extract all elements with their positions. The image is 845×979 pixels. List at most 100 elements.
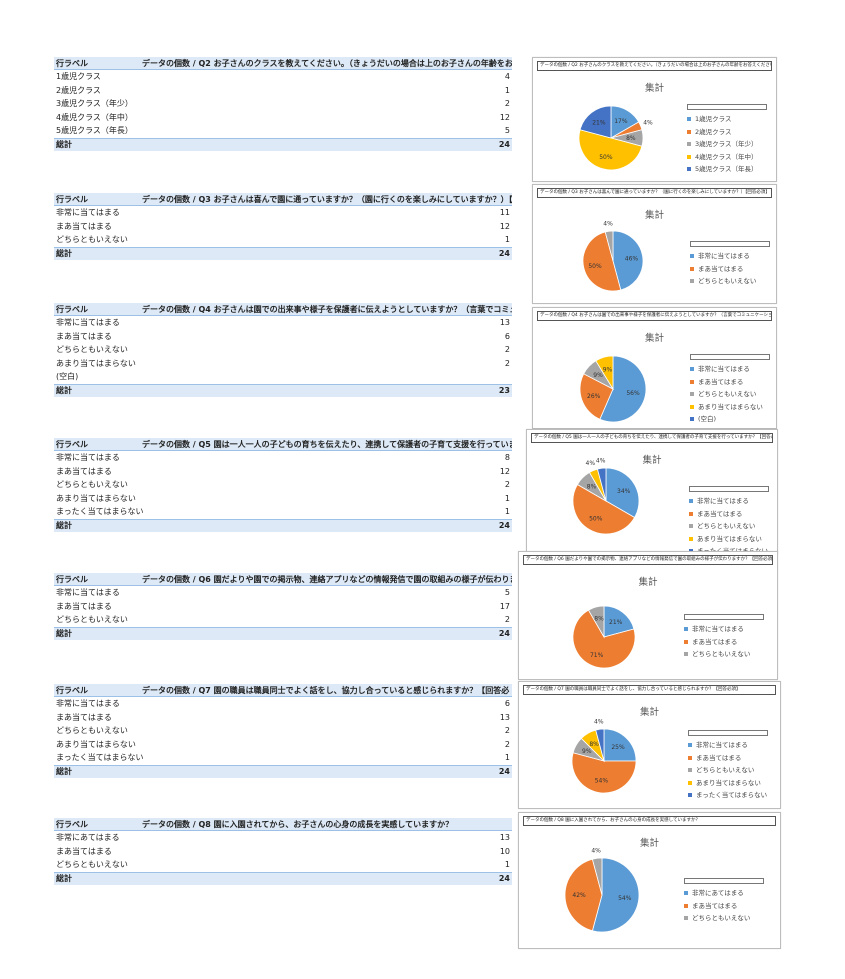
pie-slice[interactable] [591,857,603,896]
row-label-header[interactable]: 行ラベル [56,686,88,695]
legend-item[interactable]: まあ当てはまる [689,508,769,521]
legend-item[interactable]: 1歳児クラス [687,113,767,126]
table-row[interactable]: どちらともいえない 2 [54,478,512,492]
legend-item[interactable]: まあ当てはまる [690,376,770,389]
legend-item[interactable]: どちらともいえない [690,388,770,401]
table-row[interactable]: 非常にあてはまる 13 [54,831,512,845]
grand-total-row[interactable]: 総計 24 [54,246,512,260]
row-label-header[interactable]: 行ラベル [56,59,88,68]
count-column-header[interactable]: データの個数 / Q8 園に入園されてから、お子さんの心身の成長を実感しています… [142,820,454,829]
legend-item[interactable]: 3歳児クラス（年少） [687,138,767,151]
table-row[interactable]: 非常に当てはまる 11 [54,206,512,220]
pie-slice[interactable] [564,858,603,932]
pie-slice[interactable] [591,857,640,933]
count-column-header[interactable]: データの個数 / Q2 お子さんのクラスを教えてください。（きょうだいの場合は上… [142,59,512,68]
table-row[interactable]: まあ当てはまる 6 [54,330,512,344]
table-row[interactable]: まったく当てはまらない 1 [54,751,512,765]
pie-slice[interactable] [599,355,647,423]
legend-item[interactable]: 非常に当てはまる [690,250,770,263]
legend-item[interactable]: あまり当てはまらない [690,401,770,414]
pie-slice[interactable] [587,605,605,639]
grand-total-row[interactable]: 総計 23 [54,383,512,397]
table-row[interactable]: あまり当てはまらない 2 [54,357,512,371]
table-row[interactable]: 4歳児クラス（年中） 12 [54,111,512,125]
legend-item[interactable]: どちらともいえない [689,520,769,533]
table-row[interactable]: 非常に当てはまる 13 [54,316,512,330]
legend-item[interactable]: 5歳児クラス（年長） [687,163,767,176]
table-row[interactable]: 3歳児クラス（年少） 2 [54,97,512,111]
pie-slice[interactable] [582,231,622,292]
count-column-header[interactable]: データの個数 / Q5 園は一人一人の子どもの育ちを伝えたり、連携して保護者の子… [142,440,512,449]
legend-item[interactable]: まあ当てはまる [684,636,764,649]
pie-slice[interactable] [595,355,614,391]
legend-item[interactable]: どちらともいえない [690,275,770,288]
pie-chart[interactable]: データの個数 / Q5 園は一人一人の子どもの育ちを伝えたり、連携して保護者の子… [526,429,778,554]
table-row[interactable]: (空白) [54,370,512,384]
pie-chart[interactable]: データの個数 / Q6 園だよりや園での掲示物、連絡アプリなどの情報発信で園の取… [518,551,778,680]
legend-item[interactable]: どちらともいえない [688,764,768,777]
pie-slice[interactable] [604,230,614,262]
table-row[interactable]: どちらともいえない 2 [54,613,512,627]
count-column-header[interactable]: データの個数 / Q7 園の職員は職員同士でよく話をし、協力し合っていると感じら… [142,686,510,695]
count-column-header[interactable]: データの個数 / Q3 お子さんは喜んで園に通っていますか？（園に行くのを楽しみ… [142,195,512,204]
legend-item[interactable]: まあ当てはまる [688,752,768,765]
legend-item[interactable]: 4歳児クラス（年中） [687,151,767,164]
table-row[interactable]: どちらともいえない 1 [54,858,512,872]
legend-item[interactable]: 非常に当てはまる [684,623,764,636]
legend-item[interactable]: どちらともいえない [684,648,764,661]
legend-item[interactable]: (空白) [690,413,770,426]
legend-item[interactable]: まったく当てはまらない [688,789,768,802]
legend-item[interactable]: 非常に当てはまる [688,739,768,752]
pie-slice[interactable] [595,728,605,762]
row-label-header[interactable]: 行ラベル [56,575,88,584]
table-row[interactable]: まあ当てはまる 12 [54,465,512,479]
table-row[interactable]: あまり当てはまらない 2 [54,738,512,752]
table-row[interactable]: 2歳児クラス 1 [54,84,512,98]
row-label-header[interactable]: 行ラベル [56,305,88,314]
pie-slice[interactable] [603,728,637,762]
legend-item[interactable]: どちらともいえない [684,912,764,925]
pie-chart[interactable]: データの個数 / Q8 園に入園されてから、お子さんの心身の成長を実感しています… [518,812,781,949]
pie-slice[interactable] [572,483,636,535]
grand-total-row[interactable]: 総計 24 [54,626,512,640]
pie-chart[interactable]: データの個数 / Q4 お子さんは園での出来事や様子を保護者に伝えようとしていま… [532,307,777,429]
pie-slice[interactable] [603,605,635,638]
pie-slice[interactable] [605,467,640,519]
legend-item[interactable]: 2歳児クラス [687,126,767,139]
count-column-header[interactable]: データの個数 / Q4 お子さんは園での出来事や様子を保護者に伝えようとしていま… [142,305,512,314]
table-row[interactable]: 1歳児クラス 4 [54,70,512,84]
table-row[interactable]: 非常に当てはまる 5 [54,586,512,600]
pie-chart[interactable]: データの個数 / Q2 お子さんのクラスを教えてください。（きょうだいの場合は上… [532,57,777,182]
grand-total-row[interactable]: 総計 24 [54,764,512,778]
row-label-header[interactable]: 行ラベル [56,820,88,829]
table-row[interactable]: どちらともいえない 2 [54,724,512,738]
grand-total-row[interactable]: 総計 24 [54,518,512,532]
table-row[interactable]: あまり当てはまらない 1 [54,492,512,506]
pie-slice[interactable] [578,129,643,171]
grand-total-row[interactable]: 総計 24 [54,871,512,885]
pie-slice[interactable] [571,752,637,794]
pie-slice[interactable] [572,609,636,669]
pie-chart[interactable]: データの個数 / Q7 園の職員は職員同士でよく話をし、協力し合っていると感じら… [518,681,781,809]
pie-slice[interactable] [579,105,612,139]
pie-slice[interactable] [612,230,644,291]
count-column-header[interactable]: データの個数 / Q6 園だよりや園での掲示物、連絡アプリなどの情報発信で園の取… [142,575,512,584]
table-row[interactable]: まあ当てはまる 13 [54,711,512,725]
table-row[interactable]: 5歳児クラス（年長） 5 [54,124,512,138]
pie-chart[interactable]: データの個数 / Q3 お子さんは喜んで園に通っていますか？（園に行くのを楽しみ… [532,184,777,304]
legend-item[interactable]: あまり当てはまらない [689,533,769,546]
table-row[interactable]: まったく当てはまらない 1 [54,505,512,519]
table-row[interactable]: 非常に当てはまる 6 [54,697,512,711]
table-row[interactable]: 非常に当てはまる 8 [54,451,512,465]
row-label-header[interactable]: 行ラベル [56,195,88,204]
legend-item[interactable]: 非常にあてはまる [684,887,764,900]
legend-item[interactable]: 非常に当てはまる [690,363,770,376]
pie-slice[interactable] [596,467,607,502]
table-row[interactable]: まあ当てはまる 10 [54,845,512,859]
row-label-header[interactable]: 行ラベル [56,440,88,449]
table-row[interactable]: まあ当てはまる 17 [54,600,512,614]
legend-item[interactable]: まあ当てはまる [690,263,770,276]
legend-item[interactable]: 非常に当てはまる [689,495,769,508]
table-row[interactable]: どちらともいえない 2 [54,343,512,357]
grand-total-row[interactable]: 総計 24 [54,137,512,151]
